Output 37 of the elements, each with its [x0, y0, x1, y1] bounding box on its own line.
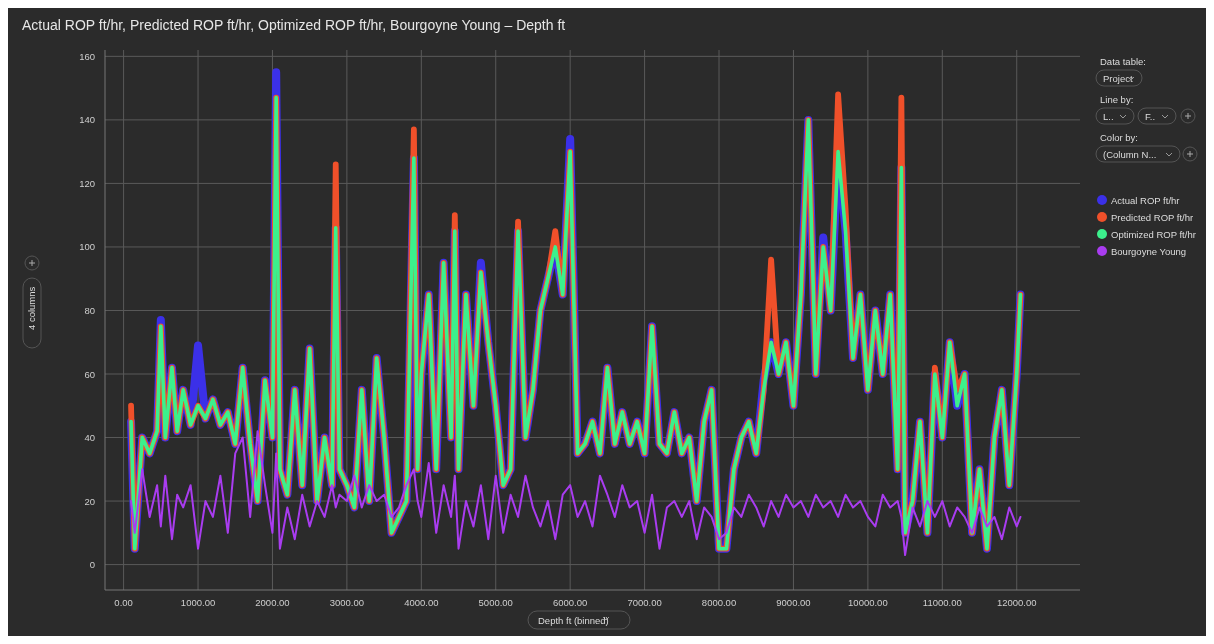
legend-label: Optimized ROP ft/hr	[1111, 228, 1196, 240]
legend-label: Predicted ROP ft/hr	[1111, 211, 1194, 223]
x-tick-label: 2000.00	[255, 597, 290, 608]
dropdown: Project	[1095, 69, 1143, 87]
text: Line by:	[1100, 94, 1134, 105]
y-tick-label: 120	[79, 177, 95, 189]
chart-title: Actual ROP ft/hr, Predicted ROP ft/hr, Optimized ROP ft/hr, Bourgoyne Young – Depth ft	[22, 17, 566, 33]
x-tick-label: 9000.00	[776, 597, 811, 608]
x-tick-label: 10000.00	[848, 597, 888, 608]
y-axis-title: 4 columns	[26, 286, 37, 330]
line-series	[130, 430, 1022, 557]
x-tick-label: 7000.00	[627, 597, 662, 608]
x-tick-label: 4000.00	[404, 597, 439, 608]
x-tick-label: 1000.00	[180, 597, 216, 608]
text: Color by:	[1100, 132, 1139, 143]
text: Data table:	[1100, 56, 1146, 67]
dropdown: (Column N...	[1095, 145, 1181, 163]
x-tick-label: 0.00	[114, 597, 133, 608]
y-tick-label: 100	[79, 241, 95, 253]
legend-label: Actual ROP ft/hr	[1111, 194, 1180, 206]
legend-label: Bourgoyne Young	[1111, 245, 1187, 257]
y-tick-label: 60	[84, 368, 95, 380]
dropdown: L..	[1095, 107, 1135, 125]
x-tick-label: 8000.00	[701, 597, 737, 608]
y-tick-label: 140	[79, 114, 95, 126]
x-axis-title: Depth ft (binned)	[538, 614, 609, 626]
y-tick-label: 0	[89, 559, 95, 571]
y-tick-label: 80	[84, 304, 95, 316]
x-tick-label: 5000.00	[478, 597, 513, 608]
x-tick-label: 6000.00	[553, 597, 588, 608]
y-tick-label: 40	[84, 432, 95, 444]
x-tick-label: 11000.00	[922, 597, 962, 608]
x-tick-label: 12000.00	[996, 597, 1037, 608]
x-tick-label: 3000.00	[329, 597, 365, 608]
dropdown: F..	[1137, 107, 1177, 125]
y-tick-label: 20	[84, 495, 95, 507]
y-tick-label: 160	[79, 50, 95, 62]
